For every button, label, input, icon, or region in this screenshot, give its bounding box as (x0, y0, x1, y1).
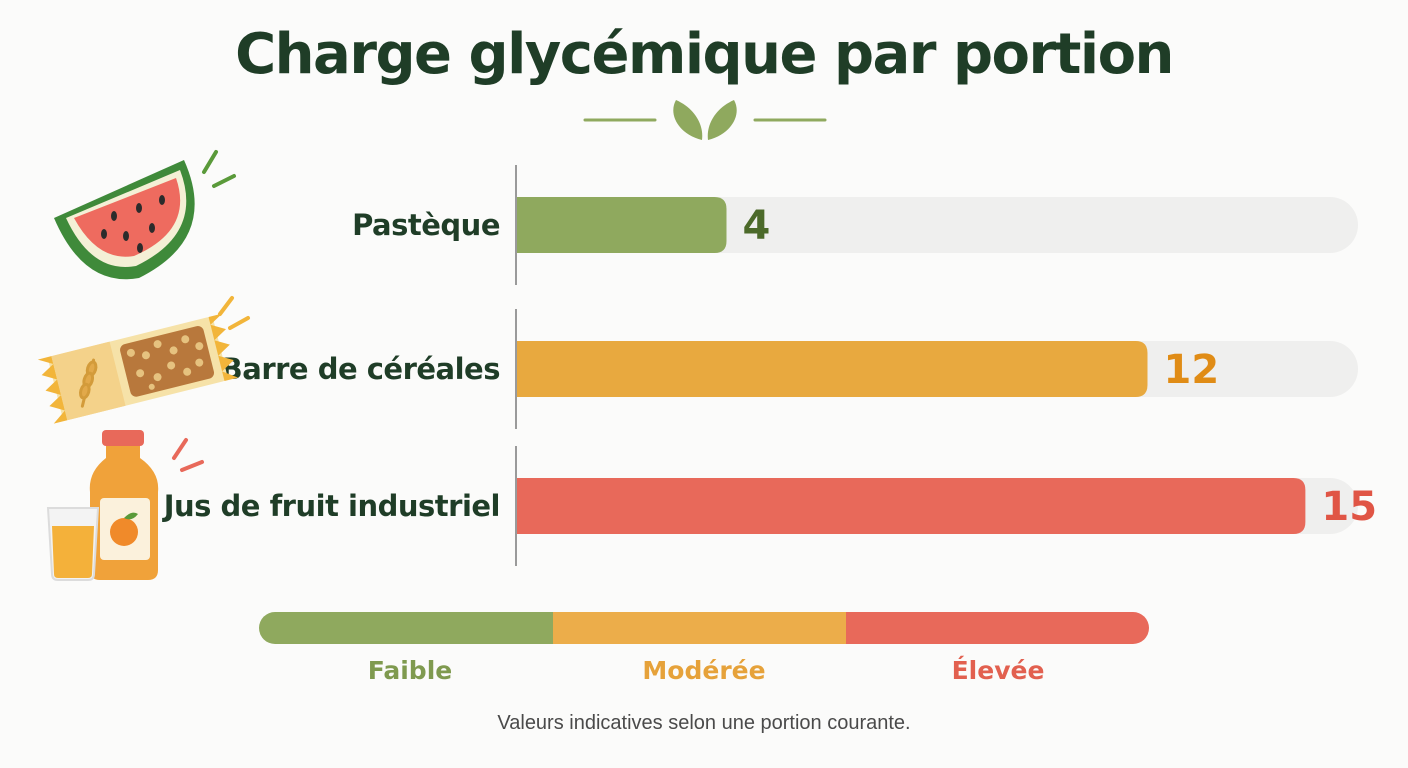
bar-value-label: 4 (743, 203, 771, 249)
bar-chart: 4 Pastèque 12 Barre de céréales 15 Jus de fru… (162, 165, 1377, 566)
leaf-divider-icon (583, 100, 827, 140)
bar-0 (516, 197, 727, 253)
category-label: Pastèque (352, 208, 500, 242)
bar-1 (516, 341, 1148, 397)
category-label: Barre de céréales (221, 352, 500, 386)
juice-bottle-icon (46, 430, 204, 581)
scale-segment-high (846, 612, 1149, 644)
glycemic-scale-bar (259, 612, 1149, 644)
watermelon-icon (54, 150, 236, 280)
scale-label-moderate: Modérée (642, 656, 766, 685)
cereal-bar-icon (37, 296, 250, 424)
category-label: Jus de fruit industriel (162, 489, 500, 523)
bar-2 (516, 478, 1306, 534)
scale-segment-moderate (552, 612, 847, 644)
footnote: Valeurs indicatives selon une portion co… (497, 712, 911, 734)
bar-value-label: 15 (1321, 484, 1377, 530)
chart-title: Charge glycémique par portion (235, 22, 1174, 87)
bar-value-label: 12 (1164, 347, 1220, 393)
scale-label-low: Faible (367, 656, 453, 685)
scale-segment-low (259, 612, 553, 644)
scale-label-high: Élevée (951, 656, 1045, 685)
